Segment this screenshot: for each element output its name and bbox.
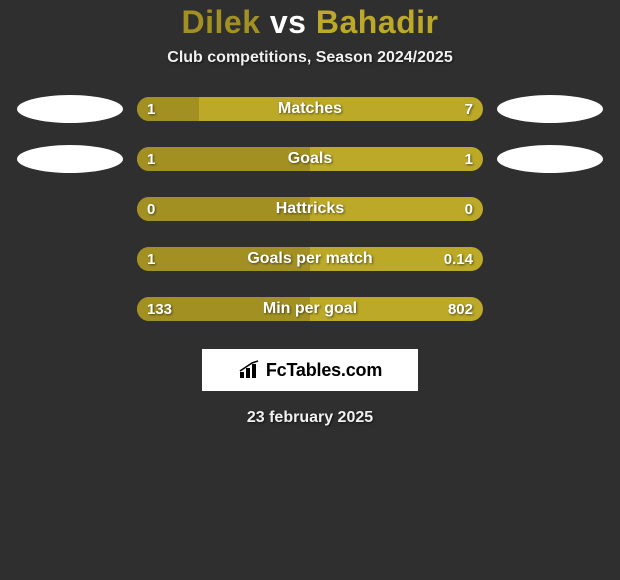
logo-box[interactable]: FcTables.com: [202, 349, 418, 391]
stat-row: 133Min per goal802: [0, 295, 620, 323]
stat-rows: 1Matches71Goals10Hattricks01Goals per ma…: [0, 95, 620, 323]
logo-text: FcTables.com: [266, 360, 382, 381]
stat-row: 1Goals1: [0, 145, 620, 173]
stat-bar: 1Goals1: [137, 147, 483, 171]
stat-label: Hattricks: [137, 197, 483, 221]
title: Dilek vs Bahadir: [0, 4, 620, 41]
stat-label: Matches: [137, 97, 483, 121]
stat-bar: 133Min per goal802: [137, 297, 483, 321]
stat-value-right: 802: [438, 297, 483, 321]
stat-label: Min per goal: [137, 297, 483, 321]
team-oval-left: [17, 95, 123, 123]
date: 23 february 2025: [0, 409, 620, 427]
stat-value-right: 0: [455, 197, 483, 221]
team-oval-right: [497, 145, 603, 173]
oval-spacer: [17, 195, 123, 223]
oval-spacer: [497, 195, 603, 223]
oval-spacer: [497, 295, 603, 323]
oval-spacer: [17, 245, 123, 273]
stat-label: Goals per match: [137, 247, 483, 271]
stat-bar: 1Matches7: [137, 97, 483, 121]
subtitle: Club competitions, Season 2024/2025: [0, 49, 620, 67]
bars-icon: [238, 360, 262, 380]
stat-row: 0Hattricks0: [0, 195, 620, 223]
stat-row: 1Matches7: [0, 95, 620, 123]
stats-card: Dilek vs Bahadir Club competitions, Seas…: [0, 0, 620, 427]
stat-bar: 0Hattricks0: [137, 197, 483, 221]
stat-row: 1Goals per match0.14: [0, 245, 620, 273]
stat-value-right: 0.14: [434, 247, 483, 271]
team-oval-left: [17, 145, 123, 173]
vs-label: vs: [270, 4, 307, 40]
oval-spacer: [497, 245, 603, 273]
player1-name: Dilek: [182, 4, 261, 40]
team-oval-right: [497, 95, 603, 123]
oval-spacer: [17, 295, 123, 323]
stat-bar: 1Goals per match0.14: [137, 247, 483, 271]
stat-label: Goals: [137, 147, 483, 171]
stat-value-right: 7: [455, 97, 483, 121]
player2-name: Bahadir: [316, 4, 439, 40]
stat-value-right: 1: [455, 147, 483, 171]
